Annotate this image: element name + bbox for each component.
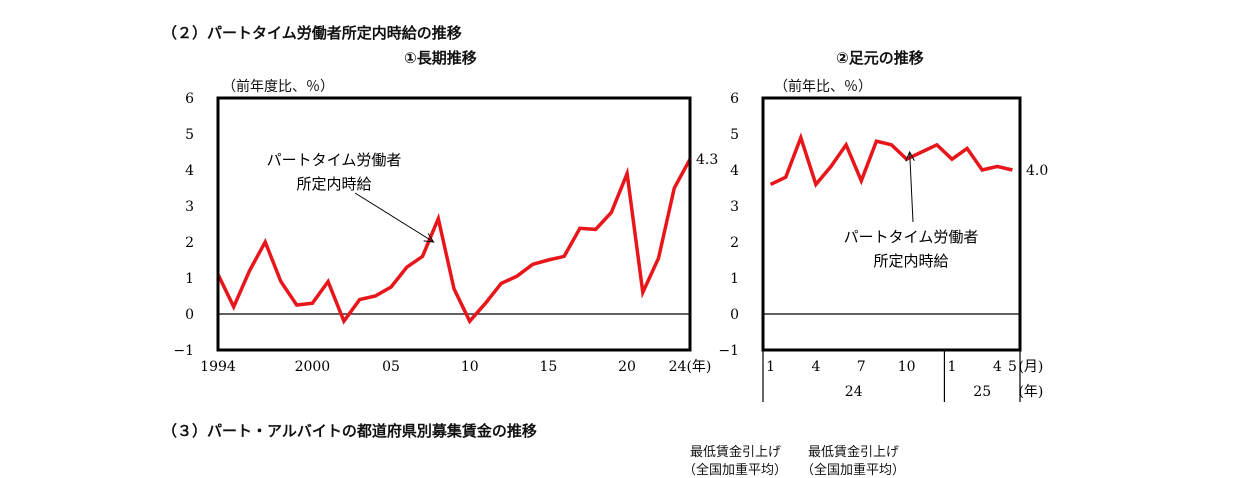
month-unit-label: (月) <box>1018 359 1043 375</box>
y-tick-label: 3 <box>185 199 194 215</box>
year-unit-label: (年) <box>1018 384 1043 400</box>
annotation-line2: 所定内時給 <box>296 175 371 193</box>
annotation-arrow-head <box>423 233 435 243</box>
y-tick-label: 5 <box>185 127 194 143</box>
end-value-label: 4.0 <box>1026 163 1048 179</box>
end-value-label: 4.3 <box>696 152 718 168</box>
x-tick-label: 10 <box>461 359 479 375</box>
month-tick-label: 4 <box>811 359 820 375</box>
y-tick-label: 1 <box>730 271 739 287</box>
year-label: 24 <box>845 384 863 400</box>
section-3-title: （３）パート・アルバイトの都道府県別募集賃金の推移 <box>162 422 537 440</box>
y-tick-label: 6 <box>185 91 194 107</box>
min-wage-label-2-line2: （全国加重平均） <box>801 463 906 478</box>
y-tick-label: −1 <box>718 343 739 359</box>
y-tick-label: 2 <box>185 235 194 251</box>
y-tick-label: 2 <box>730 235 739 251</box>
y-tick-label: 5 <box>730 127 739 143</box>
annotation-arrow-line <box>354 192 434 243</box>
y-tick-label: 3 <box>730 199 739 215</box>
min-wage-label-2-line1: 最低賃金引上げ <box>808 445 900 460</box>
x-tick-label: 20 <box>618 359 636 375</box>
y-tick-label: 6 <box>730 91 739 107</box>
month-tick-label: 10 <box>898 359 916 375</box>
plot-frame <box>216 96 692 352</box>
y-tick-label: 0 <box>185 307 194 323</box>
month-tick-label: 1 <box>766 359 775 375</box>
chart2-ylabel: （前年比、％） <box>774 79 872 95</box>
month-tick-label: 5 <box>1008 359 1017 375</box>
series-line <box>216 158 692 325</box>
year-label: 25 <box>973 384 991 400</box>
y-tick-label: 1 <box>185 271 194 287</box>
x-tick-label: 05 <box>382 359 400 375</box>
min-wage-label-1-line1: 最低賃金引上げ <box>690 445 782 460</box>
y-tick-label: 4 <box>185 163 194 179</box>
y-tick-label: −1 <box>173 343 194 359</box>
annotation-line1: パートタイム労働者 <box>844 228 979 246</box>
chart2-title: ②足元の推移 <box>836 49 924 67</box>
x-tick-label: 15 <box>539 359 557 375</box>
y-tick-label: 0 <box>730 307 739 323</box>
x-tick-label: 24(年) <box>669 359 712 375</box>
annotation-line1: パートタイム労働者 <box>267 151 402 169</box>
month-tick-label: 1 <box>948 359 957 375</box>
chart1-title: ①長期推移 <box>404 49 477 67</box>
annotation-arrow-line <box>909 151 914 223</box>
chart1-ylabel: （前年度比、％） <box>222 79 334 95</box>
min-wage-label-1-line2: （全国加重平均） <box>683 463 788 478</box>
plot-frame <box>761 96 1022 352</box>
annotation-arrow-head <box>905 150 915 162</box>
y-tick-label: 4 <box>730 163 739 179</box>
section-2-title: （２）パートタイム労働者所定内時給の推移 <box>162 24 462 42</box>
annotation-line2: 所定内時給 <box>873 252 948 270</box>
series-line <box>769 132 1013 188</box>
x-tick-label: 1994 <box>200 359 236 375</box>
month-tick-label: 7 <box>857 359 866 375</box>
month-tick-label: 4 <box>993 359 1002 375</box>
x-tick-label: 2000 <box>295 359 331 375</box>
chart1-plot: −1 0 1 2 3 4 5 6 4.3 パートタイム労働者所定内時給 1994 2000 05 10 15… <box>173 91 718 375</box>
